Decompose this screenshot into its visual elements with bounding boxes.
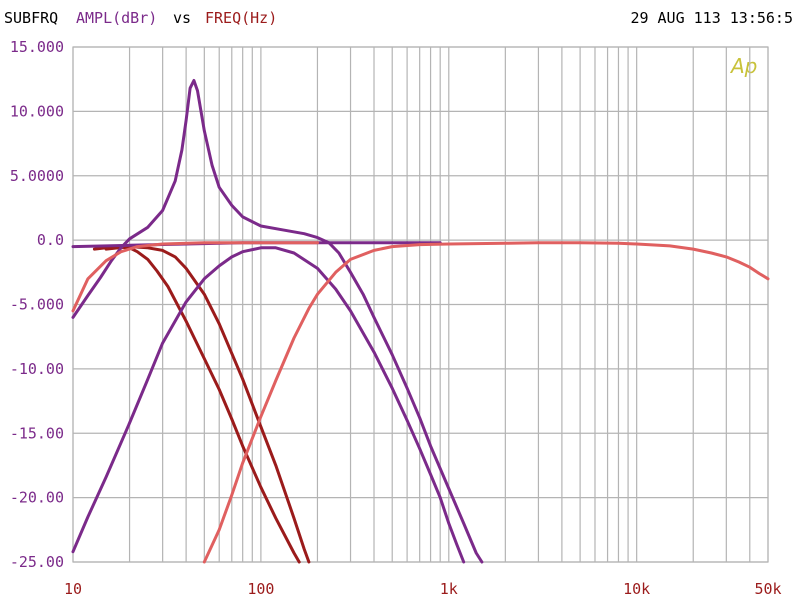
header-prefix: SUBFRQ: [4, 9, 58, 27]
y-tick-label: -10.00: [10, 360, 64, 378]
y-tick-label: -20.00: [10, 489, 64, 507]
series-group: [71, 79, 770, 564]
series-line-7: [71, 241, 319, 313]
y-tick-label: 15.000: [10, 38, 64, 56]
y-tick-label: 10.000: [10, 102, 64, 120]
x-tick-label: 10k: [623, 580, 650, 598]
series-line-4: [71, 246, 466, 564]
x-tick-label: 10: [64, 580, 82, 598]
y-axis-ticks: 15.000 10.000 5.0000 0.0 -5.000 -10.00 -15.00 -…: [10, 38, 64, 571]
grid: [72, 46, 769, 563]
plot-border: [72, 46, 769, 563]
header-timestamp: 29 AUG 113 13:56:5: [630, 9, 793, 27]
series-line-3: [71, 79, 484, 564]
x-tick-label: 1k: [440, 580, 458, 598]
x-axis-ticks: 10 100 1k 10k 50k: [64, 580, 782, 598]
y-tick-label: 0.0: [37, 231, 64, 249]
series-line-6: [202, 241, 770, 564]
header-vs: vs: [173, 9, 191, 27]
y-tick-label: 5.0000: [10, 167, 64, 185]
ap-logo: Ap: [729, 54, 757, 78]
y-tick-label: -5.000: [10, 296, 64, 314]
series-line-1: [92, 245, 301, 564]
series-line-2: [104, 245, 311, 564]
x-tick-label: 50k: [754, 580, 781, 598]
x-tick-label: 100: [247, 580, 274, 598]
header-ylabel: AMPL(dBr): [76, 9, 157, 27]
y-tick-label: -25.00: [10, 553, 64, 571]
y-tick-label: -15.00: [10, 424, 64, 442]
header-xlabel: FREQ(Hz): [205, 9, 277, 27]
